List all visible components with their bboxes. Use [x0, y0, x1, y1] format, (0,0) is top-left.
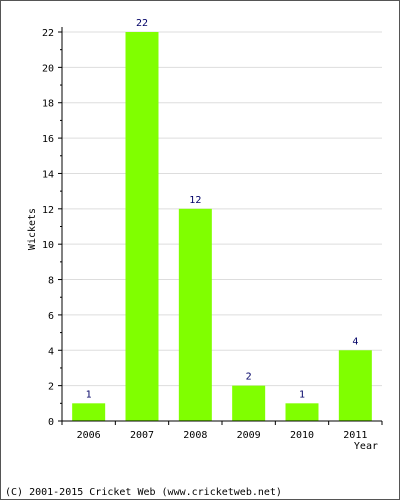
y-axis-title: Wickets: [27, 208, 38, 250]
data-label: 12: [189, 195, 201, 206]
y-tick-label: 20: [42, 63, 54, 74]
y-tick-label: 14: [42, 169, 54, 180]
data-label: 2: [246, 372, 252, 383]
x-tick-label: 2007: [130, 430, 154, 441]
x-tick-label: 2010: [290, 430, 314, 441]
bar: [178, 208, 212, 421]
y-tick-label: 10: [42, 240, 54, 251]
y-tick-label: 22: [42, 28, 54, 39]
y-tick-label: 16: [42, 134, 54, 145]
x-axis-title: Year: [354, 441, 378, 452]
data-label: 1: [299, 389, 305, 400]
copyright-footer: (C) 2001-2015 Cricket Web (www.cricketwe…: [5, 487, 282, 498]
data-label: 1: [86, 389, 92, 400]
y-tick-label: 8: [48, 276, 54, 287]
x-axis-ticks: 2006 2007 2008 2009 2010 2011: [61, 421, 383, 441]
x-tick-label: 2011: [343, 430, 367, 441]
x-tick-label: 2008: [183, 430, 207, 441]
x-tick-label: 2009: [237, 430, 261, 441]
y-tick-label: 12: [42, 205, 54, 216]
bar: [285, 403, 319, 421]
y-tick-label: 2: [48, 382, 54, 393]
bar: [338, 350, 372, 421]
y-tick-label: 0: [48, 417, 54, 428]
y-tick-label: 4: [48, 346, 54, 357]
y-tick-label: 6: [48, 311, 54, 322]
bar: [72, 403, 106, 421]
bars: [72, 32, 372, 421]
x-tick-label: 2006: [77, 430, 101, 441]
grid-lines: [62, 31, 382, 387]
y-tick-label: 18: [42, 99, 54, 110]
data-label: 22: [136, 18, 148, 29]
bar: [232, 385, 266, 421]
axes: [61, 27, 382, 422]
y-axis-ticks: 0 2 4 6 8 10 12 14 16 18 20 22: [42, 28, 62, 428]
bar: [125, 32, 159, 421]
data-label: 4: [352, 336, 358, 347]
